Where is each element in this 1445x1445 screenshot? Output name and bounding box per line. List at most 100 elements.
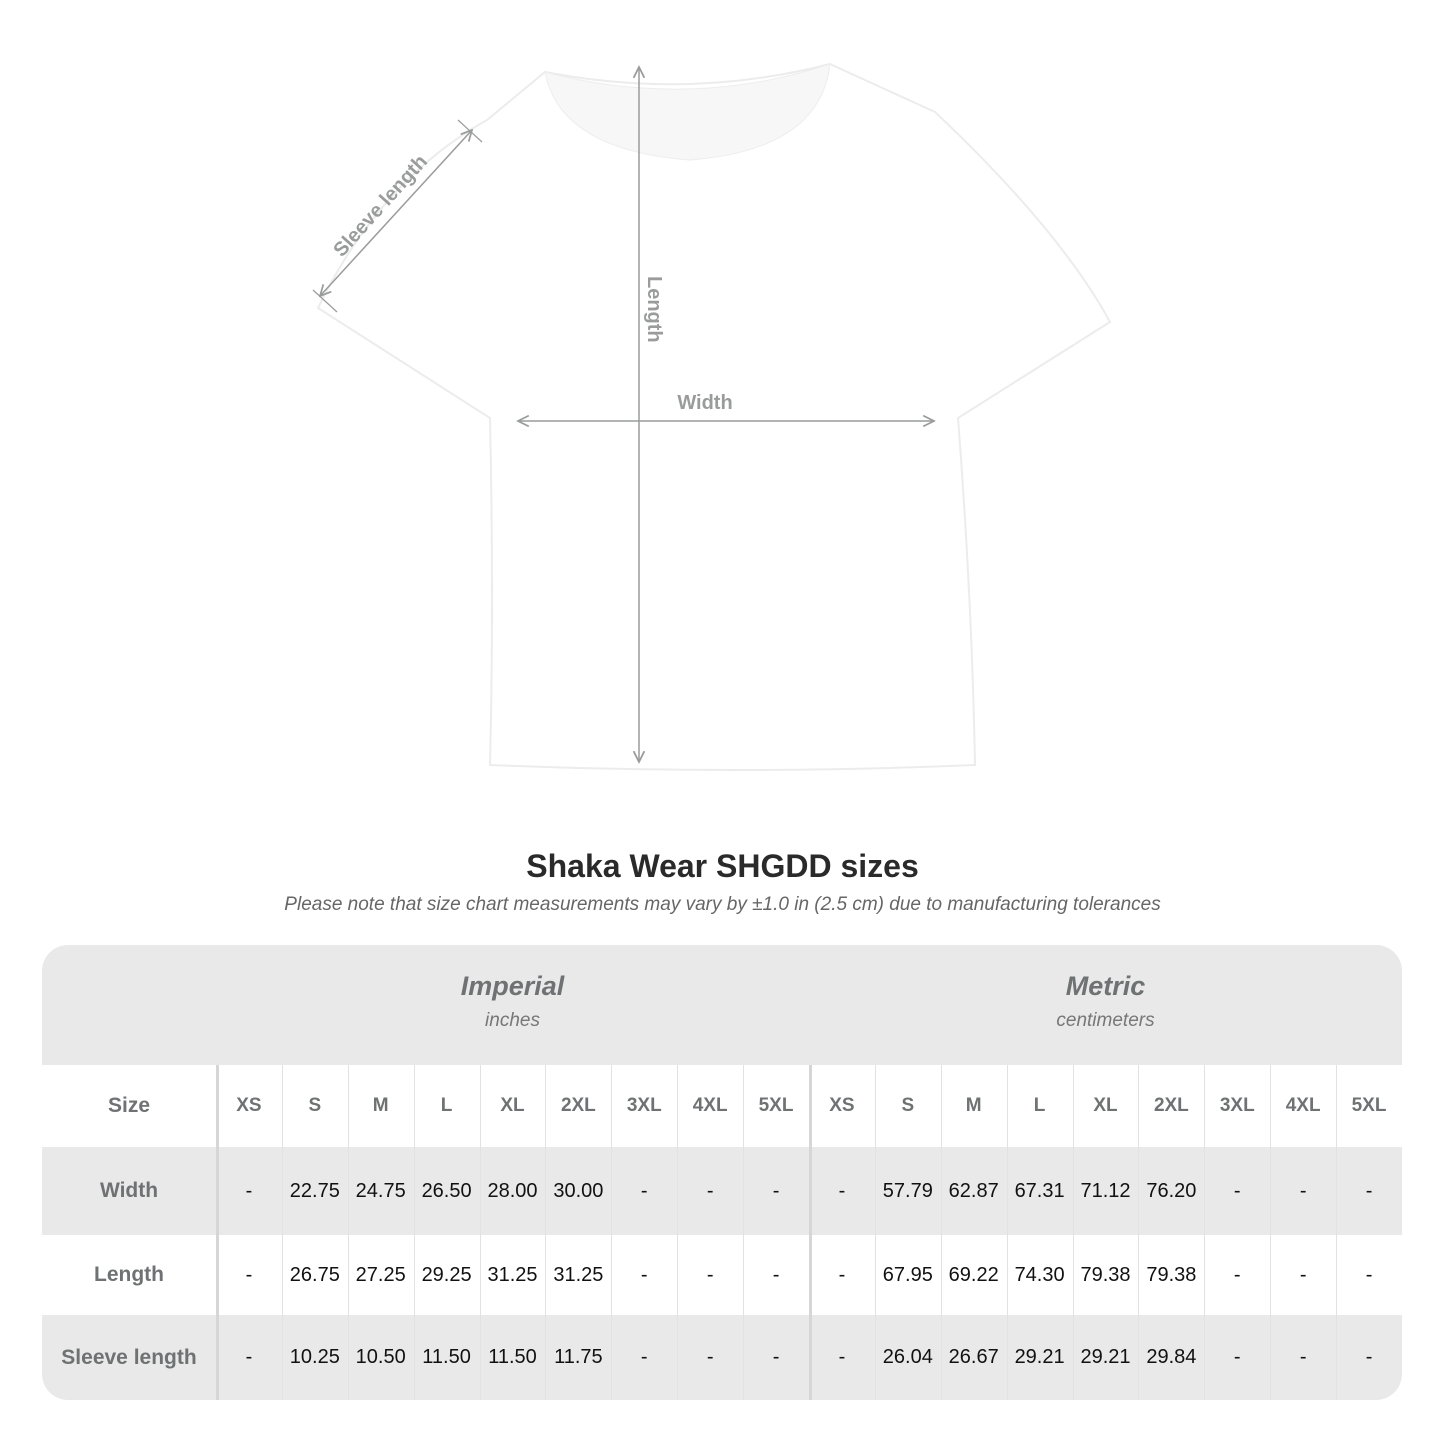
table-cell: - (1233, 1263, 1241, 1286)
table-cell: - (1233, 1179, 1241, 1202)
size-column-header: XS (236, 1095, 262, 1116)
table-cell: - (245, 1346, 253, 1368)
sleeve-guide (320, 130, 472, 296)
table-cell: - (640, 1179, 648, 1202)
column-divider (1270, 1065, 1272, 1400)
size-column-header: 3XL (1219, 1095, 1255, 1116)
table-cell: 11.50 (422, 1346, 471, 1368)
table-cell: - (772, 1346, 780, 1368)
column-divider (1006, 1065, 1008, 1400)
table-cell: 57.79 (882, 1179, 933, 1202)
table-cell: 62.87 (948, 1179, 999, 1202)
size-column-header: L (440, 1095, 453, 1116)
table-cell: 76.20 (1146, 1179, 1197, 1202)
table-cell: 69.22 (948, 1263, 999, 1286)
table-cell: - (1365, 1346, 1373, 1368)
column-divider (940, 1065, 942, 1400)
table-cell: 29.25 (421, 1263, 472, 1286)
unit-group-title: Imperial (460, 971, 565, 1001)
row-label: Length (94, 1263, 164, 1286)
table-cell: 26.67 (948, 1346, 999, 1368)
size-column-header: 4XL (1285, 1095, 1321, 1116)
size-column-header: S (308, 1095, 322, 1116)
column-divider (809, 1065, 812, 1400)
table-cell: - (245, 1179, 253, 1202)
unit-group-centimeters: Metric centimeters (809, 945, 1402, 1065)
size-column-header: M (372, 1095, 389, 1116)
size-column-header: 5XL (1351, 1095, 1387, 1116)
column-divider (1072, 1065, 1074, 1400)
table-cell: 31.25 (553, 1263, 604, 1286)
table-cell: - (706, 1179, 714, 1202)
table-cell: 31.25 (487, 1263, 538, 1286)
column-divider (479, 1065, 481, 1400)
tshirt-shape (316, 62, 1112, 771)
table-cell: 30.00 (553, 1179, 604, 1202)
row-band (42, 1147, 1402, 1235)
size-column-header: 5XL (758, 1095, 794, 1116)
table-cell: - (1299, 1346, 1307, 1368)
table-cell: 26.04 (882, 1346, 933, 1368)
table-cell: 79.38 (1146, 1263, 1197, 1286)
table-cell: - (1299, 1263, 1307, 1286)
row-band (42, 1315, 1402, 1400)
row-label: Sleeve length (61, 1345, 197, 1369)
size-table: Imperial inches Metric centimeters Size XS S M L… (42, 945, 1402, 1400)
table-cell: - (838, 1346, 846, 1368)
column-divider (413, 1065, 415, 1400)
size-column-header: 2XL (560, 1095, 596, 1116)
table-cell: - (1233, 1346, 1241, 1368)
table-cell: 11.75 (554, 1346, 603, 1368)
size-column-header: 4XL (692, 1095, 728, 1116)
table-cell: - (772, 1179, 780, 1202)
table-cell: 26.50 (421, 1179, 472, 1202)
size-header: Size (107, 1094, 151, 1117)
size-column-header: 3XL (626, 1095, 662, 1116)
column-divider (743, 1065, 745, 1400)
size-column-header: XL (500, 1095, 525, 1116)
table-cell: 27.25 (355, 1263, 406, 1286)
unit-group-subtitle: centimeters (1056, 1010, 1155, 1031)
table-cell: - (1299, 1179, 1307, 1202)
table-cell: 22.75 (289, 1179, 340, 1202)
column-divider (545, 1065, 547, 1400)
column-divider (347, 1065, 349, 1400)
table-cell: - (1365, 1263, 1373, 1286)
divider (216, 1065, 219, 1400)
length-label: Length (643, 276, 665, 343)
table-cell: 67.31 (1014, 1179, 1065, 1202)
column-divider (611, 1065, 613, 1400)
size-column-header: L (1033, 1095, 1046, 1116)
table-cell: 24.75 (355, 1179, 406, 1202)
size-column-header: S (901, 1095, 915, 1116)
table-cell: 79.38 (1080, 1263, 1131, 1286)
table-cell: - (706, 1346, 714, 1368)
size-column-header: XL (1093, 1095, 1118, 1116)
column-divider (874, 1065, 876, 1400)
unit-group-inches: Imperial inches (216, 945, 809, 1065)
table-cell: - (1365, 1179, 1373, 1202)
table-cell: 10.50 (355, 1346, 406, 1368)
row-label: Width (99, 1179, 159, 1202)
table-cell: 29.84 (1146, 1346, 1197, 1368)
table-cell: - (838, 1263, 846, 1286)
column-divider (1204, 1065, 1206, 1400)
page-title: Shaka Wear SHGDD sizes (526, 848, 919, 884)
table-cell: 11.50 (488, 1346, 537, 1368)
tshirt-diagram: Sleeve length Length Width (312, 62, 1112, 771)
tolerance-note: Please note that size chart measurements… (284, 894, 1161, 915)
table-cell: - (640, 1346, 648, 1368)
table-cell: 28.00 (487, 1179, 538, 1202)
table-cell: 67.95 (882, 1263, 933, 1286)
table-cell: - (706, 1263, 714, 1286)
table-cell: 26.75 (289, 1263, 340, 1286)
size-column-header: M (965, 1095, 982, 1116)
table-cell: 74.30 (1014, 1263, 1065, 1286)
column-divider (1336, 1065, 1338, 1400)
table-cell: 10.25 (289, 1346, 340, 1368)
table-cell: 29.21 (1014, 1346, 1065, 1368)
table-cell: - (772, 1263, 780, 1286)
unit-group-subtitle: inches (485, 1010, 540, 1031)
column-divider (281, 1065, 283, 1400)
column-divider (1138, 1065, 1140, 1400)
